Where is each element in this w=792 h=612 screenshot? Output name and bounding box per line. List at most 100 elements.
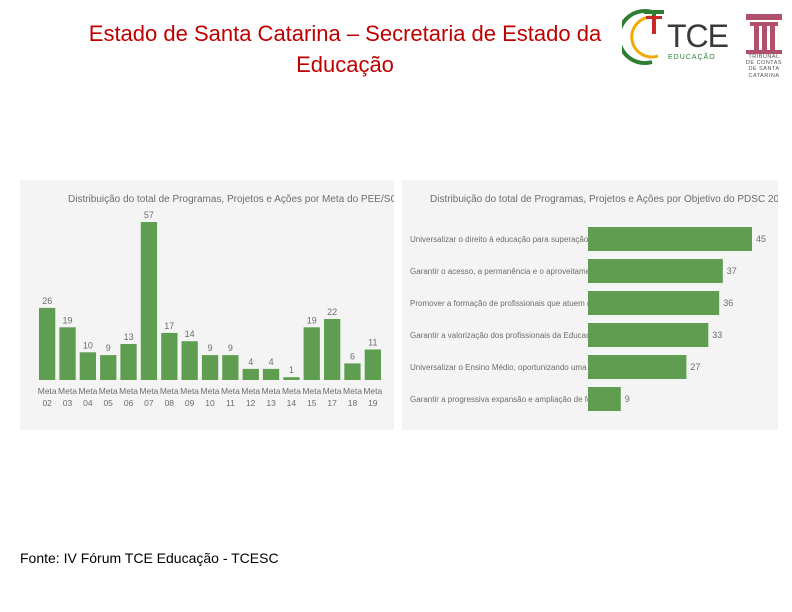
data-label: 11 [368, 338, 377, 348]
bar [344, 363, 361, 380]
x-tick-label: Meta [201, 386, 220, 396]
x-tick-label: 17 [327, 398, 337, 408]
data-label: 37 [727, 266, 737, 276]
data-label: 1 [289, 365, 294, 375]
seal-line-4: CATARINA [748, 72, 780, 79]
x-tick-label: 19 [368, 398, 378, 408]
meta-bar-chart: Distribuição do total de Programas, Proj… [38, 194, 394, 408]
bar [588, 259, 723, 283]
seal-line-1: TRIBUNAL [748, 54, 780, 60]
data-label: 33 [712, 330, 722, 340]
x-tick-label: Meta [302, 386, 321, 396]
slide-title-line-2: Educação [296, 52, 394, 77]
bar [324, 319, 341, 380]
x-tick-label: 10 [205, 398, 215, 408]
meta-chart-panel: Distribuição do total de Programas, Proj… [20, 180, 394, 430]
tribunal-seal-icon [746, 14, 782, 54]
y-tick-label: Universalizar o Ensino Médio, oportuniza… [410, 363, 611, 372]
data-label: 27 [690, 362, 700, 372]
bar [262, 368, 280, 380]
x-tick-label: Meta [58, 386, 77, 396]
data-label: 17 [164, 321, 174, 331]
bar [588, 291, 720, 315]
slide-title-line-1: Estado de Santa Catarina – Secretaria de… [88, 21, 602, 46]
bar [161, 332, 178, 380]
objetivo-bar-chart: Distribuição do total de Programas, Proj… [410, 194, 778, 411]
tce-logo-subtitle: EDUCAÇÃO [668, 54, 716, 61]
x-tick-label: 07 [144, 398, 154, 408]
tribunal-seal-text: TRIBUNAL DE CONTAS DE SANTA CATARINA [742, 54, 786, 79]
bar [364, 349, 381, 380]
data-label: 13 [124, 332, 134, 342]
x-tick-label: 18 [348, 398, 358, 408]
chart-title: Distribuição do total de Programas, Proj… [68, 194, 394, 205]
data-label: 9 [228, 343, 233, 353]
data-label: 19 [307, 315, 317, 325]
x-tick-label: 11 [226, 398, 235, 408]
x-tick-label: Meta [323, 386, 342, 396]
data-label: 9 [625, 394, 630, 404]
y-tick-label: Garantir a progressiva expansão e amplia… [410, 395, 615, 404]
bar [201, 355, 219, 380]
x-tick-label: Meta [78, 386, 97, 396]
chart-title: Distribuição do total de Programas, Proj… [430, 194, 778, 205]
data-label: 57 [144, 210, 154, 220]
x-tick-label: Meta [241, 386, 260, 396]
x-tick-label: Meta [262, 386, 281, 396]
data-label: 9 [207, 343, 212, 353]
data-label: 14 [185, 329, 195, 339]
x-tick-label: 03 [63, 398, 73, 408]
tce-logo-icon [622, 9, 664, 65]
x-tick-label: Meta [282, 386, 301, 396]
x-tick-label: 09 [185, 398, 195, 408]
bar [140, 222, 158, 380]
bar [100, 355, 117, 380]
x-tick-label: Meta [139, 386, 158, 396]
bar [242, 368, 259, 380]
bar [222, 355, 239, 380]
x-tick-label: 05 [103, 398, 113, 408]
bar [39, 307, 56, 380]
bar [120, 344, 137, 380]
bar [79, 352, 96, 380]
bar [303, 327, 320, 380]
bar [588, 227, 752, 251]
x-tick-label: Meta [363, 386, 382, 396]
data-label: 4 [269, 357, 274, 367]
objetivo-chart-panel: Distribuição do total de Programas, Proj… [402, 180, 778, 430]
y-tick-label: Promover a formação de profissionais que… [410, 299, 614, 308]
x-tick-label: 02 [42, 398, 52, 408]
x-tick-label: 06 [124, 398, 134, 408]
x-tick-label: Meta [343, 386, 362, 396]
data-label: 22 [327, 307, 337, 317]
bar [588, 323, 709, 347]
x-tick-label: 13 [266, 398, 276, 408]
x-tick-label: Meta [221, 386, 240, 396]
bar [283, 377, 300, 380]
bar [181, 341, 198, 380]
x-tick-label: 15 [307, 398, 317, 408]
x-tick-label: Meta [160, 386, 179, 396]
source-note: Fonte: IV Fórum TCE Educação - TCESC [20, 550, 279, 566]
tce-logo-text: TCE [667, 18, 729, 54]
y-tick-label: Universalizar o direito à educação para … [410, 235, 617, 244]
data-label: 4 [248, 357, 253, 367]
seal-line-2: DE CONTAS [745, 60, 783, 67]
slide-title: Estado de Santa Catarina – Secretaria de… [40, 18, 650, 80]
data-label: 26 [42, 296, 52, 306]
bar [588, 387, 621, 411]
bar [59, 327, 76, 380]
data-label: 45 [756, 234, 766, 244]
x-tick-label: 12 [246, 398, 256, 408]
x-tick-label: Meta [99, 386, 118, 396]
data-label: 36 [723, 298, 733, 308]
x-tick-label: 14 [287, 398, 297, 408]
x-tick-label: 04 [83, 398, 93, 408]
x-tick-label: Meta [38, 386, 57, 396]
data-label: 6 [350, 351, 355, 361]
y-tick-label: Garantir o acesso, a permanência e o apr… [410, 267, 615, 276]
x-tick-label: Meta [119, 386, 138, 396]
bar [588, 355, 687, 379]
x-tick-label: Meta [180, 386, 199, 396]
y-tick-label: Garantir a valorização dos profissionais… [410, 331, 618, 340]
